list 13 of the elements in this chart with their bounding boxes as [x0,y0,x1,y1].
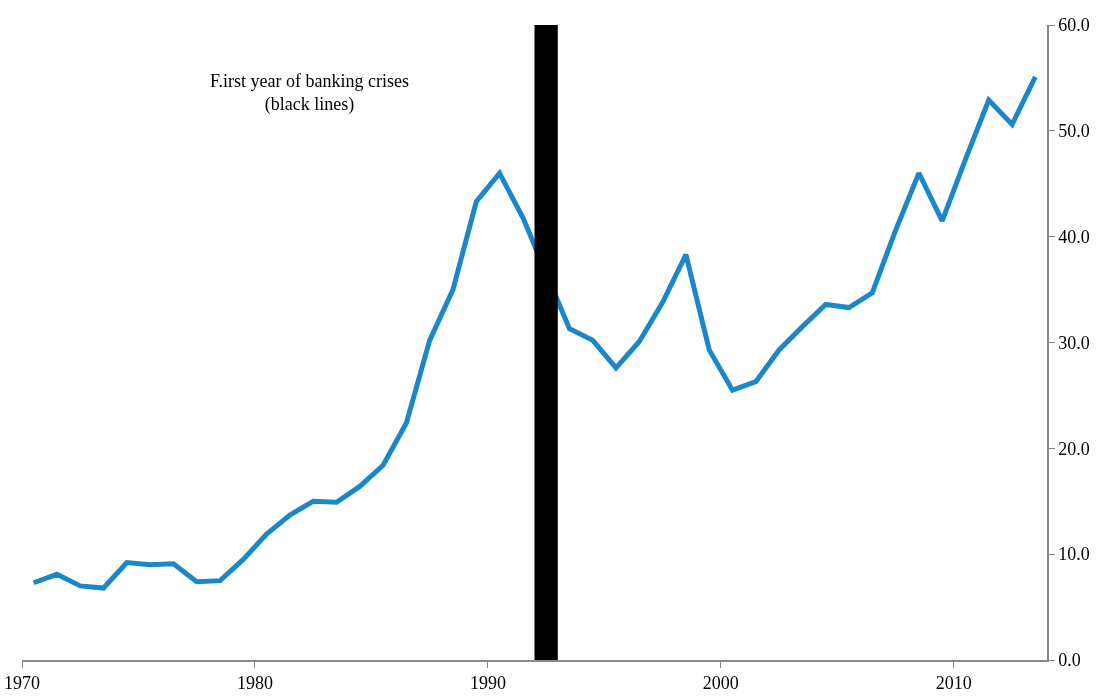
y2-tick-label: 40.0 [1058,226,1090,247]
y2-tick-label: 10.0 [1058,544,1090,565]
x-tick-label: 1970 [4,673,40,694]
y2-tick-label: 20.0 [1058,438,1090,459]
x-tick-label: 1980 [236,673,273,694]
y2-tick-label: 60.0 [1058,15,1090,36]
annotation: F.irst year of banking crises (black lines) [210,71,410,116]
x-tick-label: 2010 [935,673,972,694]
y2-tick-label: 50.0 [1058,121,1090,142]
x-tick-label: 1990 [469,673,506,694]
x-tick-label: 2000 [702,673,739,694]
y2-tick-label: 30.0 [1058,332,1090,353]
y2-tick-label: 0.0 [1058,650,1081,671]
